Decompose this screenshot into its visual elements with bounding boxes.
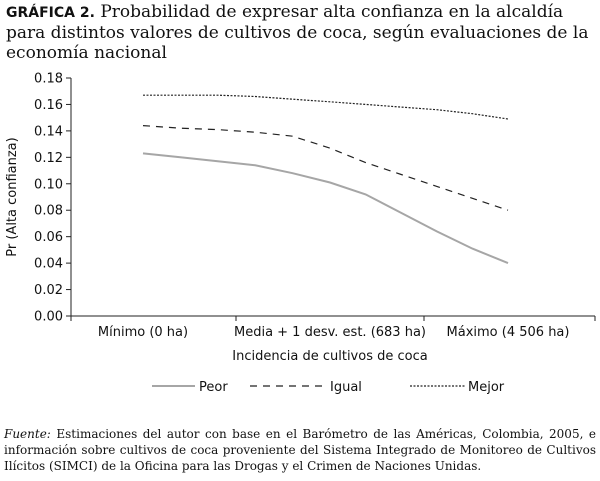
chart-legend: Peor Igual Mejor [152, 380, 505, 395]
y-tick-label: 0.10 [34, 177, 63, 192]
y-tick-label: 0.00 [34, 310, 63, 325]
y-tick-label: 0.06 [34, 230, 63, 245]
figure-label: GRÁFICA 2. [6, 5, 95, 21]
source-label: Fuente: [4, 427, 51, 441]
chart-series [142, 94, 509, 265]
figure-title: GRÁFICA 2. Probabilidad de expresar alta… [6, 2, 596, 63]
chart-axes [70, 78, 595, 317]
y-tick-label: 0.18 [34, 72, 63, 87]
x-tick-label: Máximo (4 506 ha) [447, 325, 570, 340]
y-tick-label: 0.12 [34, 151, 63, 166]
source-note: Fuente: Estimaciones del autor con base … [4, 426, 596, 474]
y-axis-label: Pr (Alta confianza) [5, 137, 20, 256]
y-tick-label: 0.08 [34, 204, 63, 219]
legend-label-igual: Igual [330, 380, 362, 395]
y-axis-ticks: 0.00 0.02 0.04 0.06 0.08 0.10 0.12 0.14 0.16 0.18 [34, 72, 71, 325]
figure-title-text: Probabilidad de expresar alta confianza … [6, 2, 589, 63]
legend-label-mejor: Mejor [468, 380, 505, 395]
y-tick-label: 0.14 [34, 124, 63, 139]
line-chart: 0.00 0.02 0.04 0.06 0.08 0.10 0.12 0.14 0.16 0.18… [5, 72, 596, 395]
source-text: Estimaciones del autor con base en el Ba… [4, 427, 596, 473]
series-line-igual [142, 125, 509, 211]
series-line-peor [142, 152, 509, 265]
legend-label-peor: Peor [199, 380, 228, 395]
x-axis-ticks: Mínimo (0 ha) Media + 1 desv. est. (683 h… [70, 316, 596, 340]
y-tick-label: 0.02 [34, 283, 63, 298]
x-tick-label: Media + 1 desv. est. (683 ha) [234, 325, 426, 340]
y-tick-label: 0.16 [34, 98, 63, 113]
x-tick-label: Mínimo (0 ha) [98, 325, 188, 340]
y-tick-label: 0.04 [34, 257, 63, 272]
x-axis-label: Incidencia de cultivos de coca [232, 349, 427, 364]
series-line-mejor [143, 94, 509, 120]
